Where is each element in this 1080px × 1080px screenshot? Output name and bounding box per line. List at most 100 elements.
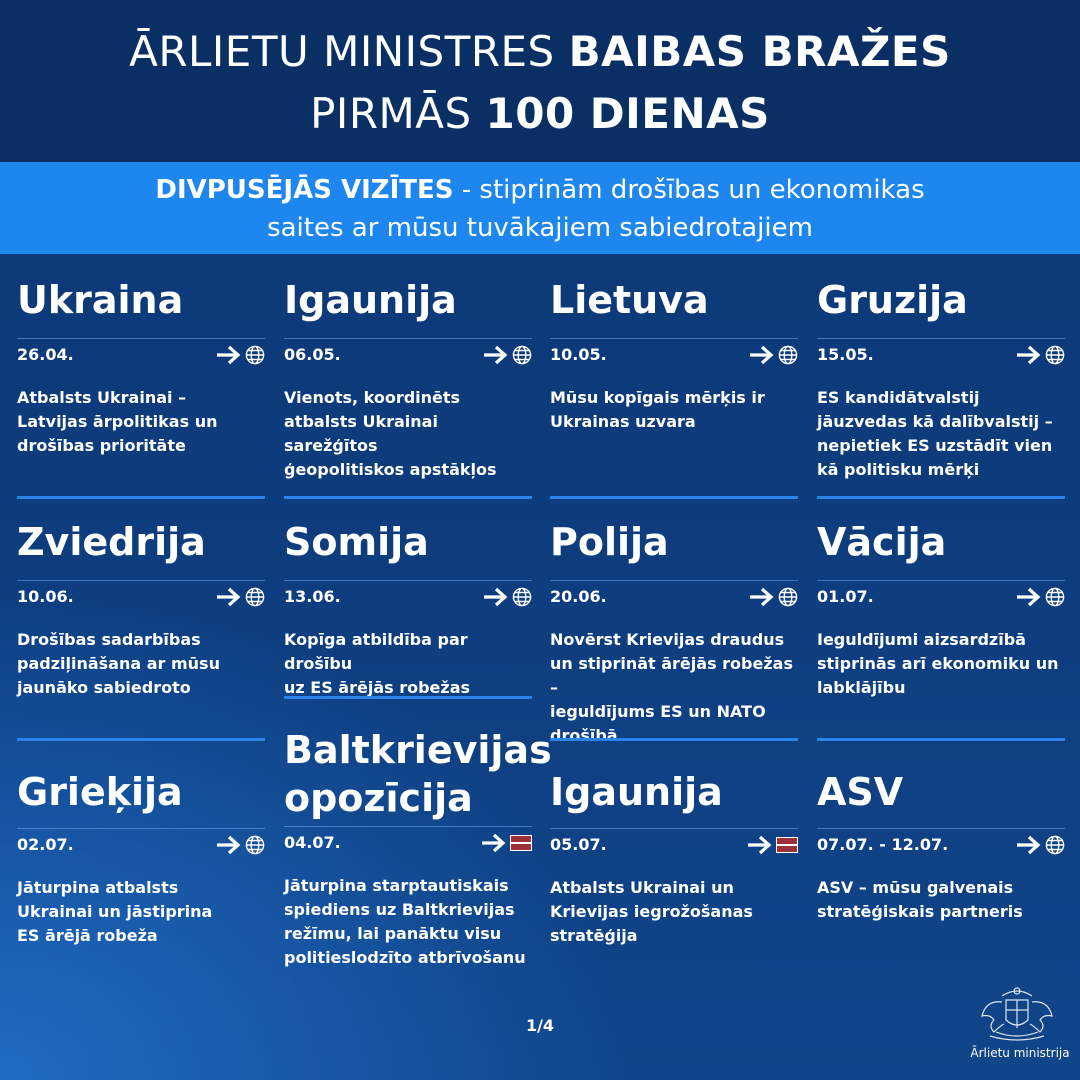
visit-card: Lietuva 10.05. Mūsu kopīgais mērķis ir Ukra…	[550, 276, 798, 516]
row-separator	[17, 496, 265, 499]
arrow-right-icon	[1017, 835, 1041, 855]
visit-icons	[749, 586, 798, 608]
globe-icon	[245, 587, 265, 607]
country-name: Vācija	[817, 520, 947, 564]
row-separator	[550, 738, 798, 741]
visit-description: Atbalsts Ukrainai un Krievijas iegrožošan…	[550, 876, 800, 948]
title-line-2: PIRMĀS 100 DIENAS	[310, 89, 770, 138]
visit-description-line: Jāturpina atbalsts	[17, 878, 179, 897]
visit-description-line: jāuzvedas kā dalībvalstij –	[817, 412, 1053, 431]
visit-icons	[216, 344, 265, 366]
visit-description-line: uz ES ārējās robežas	[284, 678, 471, 697]
visit-icons	[1016, 834, 1065, 856]
visit-description-line: stratēģija	[550, 926, 638, 945]
country-name-line: Baltkrievijas	[284, 728, 552, 772]
country-name: Gruzija	[817, 278, 968, 322]
arrow-right-icon	[1017, 587, 1041, 607]
row-separator	[284, 496, 532, 499]
visit-date: 01.07.	[817, 587, 874, 606]
visit-description: Drošības sadarbības padziļināšana ar mūsu…	[17, 628, 267, 700]
visit-card: Ukraina 26.04. Atbalsts Ukrainai – Latvijas…	[17, 276, 265, 516]
country-name: Zviedrija	[17, 520, 206, 564]
visit-description-line: Atbalsts Ukrainai –	[17, 388, 187, 407]
title-line-1: ĀRLIETU MINISTRES BAIBAS BRAŽES	[129, 27, 951, 76]
visit-date: 20.06.	[550, 587, 607, 606]
globe-icon	[1045, 835, 1065, 855]
visit-description-line: ieguldījums ES un NATO	[550, 702, 766, 721]
arrow-right-icon	[217, 835, 241, 855]
visit-description-line: Ieguldījumi aizsardzībā	[817, 630, 1026, 649]
visit-date: 10.06.	[17, 587, 74, 606]
globe-icon	[778, 345, 798, 365]
visit-meta-row: 10.06.	[17, 580, 265, 619]
visit-card: Polija 20.06. Novērst Krievijas draudus un …	[550, 518, 798, 758]
banner-line-1: DIVPUSĒJĀS VIZĪTES - stiprinām drošības …	[155, 175, 925, 205]
visit-meta-row: 26.04.	[17, 338, 265, 377]
visit-meta-row: 13.06.	[284, 580, 532, 619]
visit-description-line: labklājību	[817, 678, 906, 697]
visit-icons	[1016, 344, 1065, 366]
country-name: Igaunija	[284, 278, 457, 322]
visit-meta-row: 04.07.	[284, 826, 532, 865]
visit-card: Baltkrievijas opozīcija 04.07. Jāturpina st…	[284, 726, 552, 967]
visit-date: 15.05.	[817, 345, 874, 364]
visit-icons	[216, 834, 265, 856]
visit-description: Mūsu kopīgais mērķis ir Ukrainas uzvara	[550, 386, 800, 434]
row-separator	[550, 496, 798, 499]
visit-meta-row: 05.07.	[550, 828, 798, 867]
visit-description-line: stiprinās arī ekonomiku un	[817, 654, 1059, 673]
visit-card: Igaunija 05.07. Atbalsts Ukrainai un Krievi…	[550, 728, 798, 968]
visit-description-line: Jāturpina starptautiskais	[284, 876, 509, 895]
visit-icons	[483, 344, 532, 366]
visit-meta-row: 15.05.	[817, 338, 1065, 377]
latvia-flag-icon	[776, 837, 798, 853]
visit-card: Gruzija 15.05. ES kandidātvalstij jāuzvedas…	[817, 276, 1065, 516]
visit-date: 06.05.	[284, 345, 341, 364]
visit-icons	[483, 586, 532, 608]
ministry-logo-caption: Ārlietu ministrija	[970, 1046, 1070, 1060]
arrow-right-icon	[217, 345, 241, 365]
visit-description-line: jaunāko sabiedroto	[17, 678, 191, 697]
visit-icons	[216, 586, 265, 608]
visit-description: Atbalsts Ukrainai – Latvijas ārpolitikas …	[17, 386, 267, 458]
visit-description: ASV – mūsu galvenais stratēģiskais partne…	[817, 876, 1067, 924]
country-name: Igaunija	[550, 770, 723, 814]
visit-description-line: kā politisku mērķi	[817, 460, 980, 479]
visit-description-line: spiediens uz Baltkrievijas	[284, 900, 515, 919]
globe-icon	[778, 587, 798, 607]
visit-meta-row: 07.07. - 12.07.	[817, 828, 1065, 867]
globe-icon	[1045, 587, 1065, 607]
latvia-flag-icon	[510, 835, 532, 851]
visit-icons	[749, 344, 798, 366]
visit-description: ES kandidātvalstij jāuzvedas kā dalībvals…	[817, 386, 1067, 482]
visit-date: 26.04.	[17, 345, 74, 364]
country-name: Baltkrievijas opozīcija	[284, 726, 552, 822]
visit-description-line: Ukrainai un jāstiprina	[17, 902, 213, 921]
visit-description: Ieguldījumi aizsardzībā stiprinās arī eko…	[817, 628, 1067, 700]
visit-meta-row: 20.06.	[550, 580, 798, 619]
visit-card: Igaunija 06.05. Vienots, koordinēts atbalst…	[284, 276, 532, 516]
visit-meta-row: 01.07.	[817, 580, 1065, 619]
visit-description: Kopīga atbildība par drošību uz ES ārējās…	[284, 628, 534, 700]
row-separator	[817, 738, 1065, 741]
country-name: Somija	[284, 520, 429, 564]
visit-description-line: Krievijas iegrožošanas	[550, 902, 753, 921]
header: ĀRLIETU MINISTRES BAIBAS BRAŽES PIRMĀS 1…	[0, 0, 1080, 162]
arrow-right-icon	[482, 833, 506, 853]
visit-description-line: ASV – mūsu galvenais	[817, 878, 1014, 897]
visit-description: Jāturpina atbalsts Ukrainai un jāstiprina…	[17, 876, 267, 948]
visit-date: 13.06.	[284, 587, 341, 606]
country-name: Lietuva	[550, 278, 709, 322]
arrow-right-icon	[748, 835, 772, 855]
visit-meta-row: 10.05.	[550, 338, 798, 377]
arrow-right-icon	[484, 587, 508, 607]
visit-meta-row: 06.05.	[284, 338, 532, 377]
visit-meta-row: 02.07.	[17, 828, 265, 867]
visit-card: ASV 07.07. - 12.07. ASV – mūsu galvenais st…	[817, 728, 1065, 968]
page-number: 1/4	[525, 1016, 555, 1035]
visit-date: 05.07.	[550, 835, 607, 854]
country-name: Ukraina	[17, 278, 184, 322]
row-separator	[817, 496, 1065, 499]
globe-icon	[512, 587, 532, 607]
visit-description: Vienots, koordinēts atbalsts Ukrainai sar…	[284, 386, 534, 482]
